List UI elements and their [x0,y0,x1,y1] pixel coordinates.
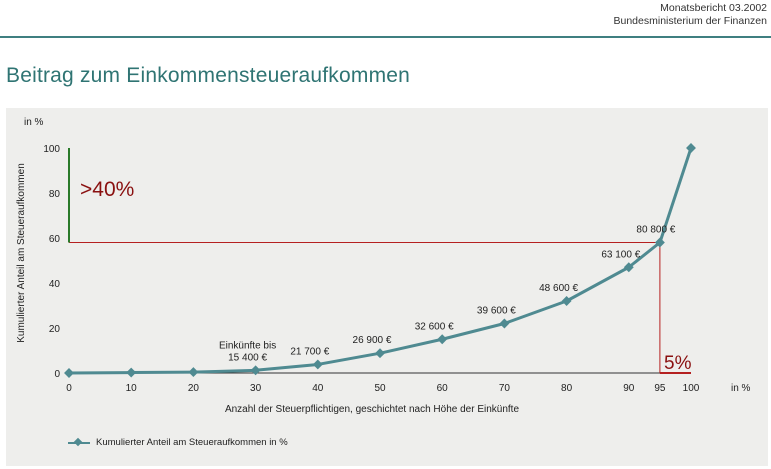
page-title: Beitrag zum Einkommensteueraufkommen [6,64,411,87]
data-point [312,359,323,370]
point-value-label: 32 600 € [415,321,454,332]
y-tick-label: 60 [49,234,61,245]
data-point [561,296,572,306]
point-value-label: 48 600 € [539,283,578,294]
report-header: Monatsbericht 03.2002 Bundesministerium … [614,2,768,28]
data-point [188,367,199,378]
chart-panel [6,108,768,466]
y-tick-label: 100 [43,144,60,155]
x-axis-title: Anzahl der Steuerpflichtigen, geschichte… [225,404,520,415]
chart-legend: Kumulierter Anteil am Steueraufkommen in… [68,437,288,448]
point-value-label: 63 100 € [601,249,640,260]
annotation-share: >40% [80,178,134,201]
data-point [686,143,696,153]
x-tick-label: 60 [437,383,449,394]
x-tick-label: 70 [499,383,511,394]
ministry-name: Bundesministerium der Finanzen [613,15,768,27]
data-point [499,318,510,329]
y-axis-title: Kumulierter Anteil am Steueraufkommen [16,163,27,343]
x-tick-label: 40 [312,383,324,394]
x-tick-label: 80 [561,383,573,394]
point-value-label: Einkünfte bis [219,340,276,351]
x-tick-label: 50 [374,383,386,394]
report-issue: Monatsbericht 03.2002 [660,2,767,14]
x-tick-label: 95 [654,383,666,394]
point-value-label: 21 700 € [290,346,329,357]
x-tick-label: 30 [250,383,262,394]
data-point [623,262,634,273]
x-tick-label: 10 [126,383,138,394]
y-tick-label: 80 [49,189,61,200]
series-line [68,147,693,375]
annotation-top-percent: 5% [664,353,692,374]
x-tick-label: 20 [188,383,200,394]
legend-label: Kumulierter Anteil am Steueraufkommen in… [96,437,288,448]
y-tick-label: 0 [54,369,60,380]
x-unit-label: in % [731,383,751,394]
legend-swatch [68,438,90,448]
data-point [375,348,385,359]
data-point [250,365,261,376]
y-unit-label: in % [24,117,44,128]
x-tick-label: 90 [623,383,635,394]
x-tick-label: 100 [683,383,700,394]
point-value-label: 15 400 € [228,352,267,363]
data-point [126,367,137,378]
data-point [64,368,74,378]
y-tick-label: 40 [49,279,61,290]
point-value-label: 26 900 € [353,335,392,346]
point-value-label: 39 600 € [477,306,516,317]
data-point [437,334,448,345]
point-value-label: 80 800 € [636,225,675,236]
x-tick-label: 0 [66,383,72,394]
y-tick-label: 20 [49,324,61,335]
data-point [654,237,665,248]
header-divider [0,36,771,38]
